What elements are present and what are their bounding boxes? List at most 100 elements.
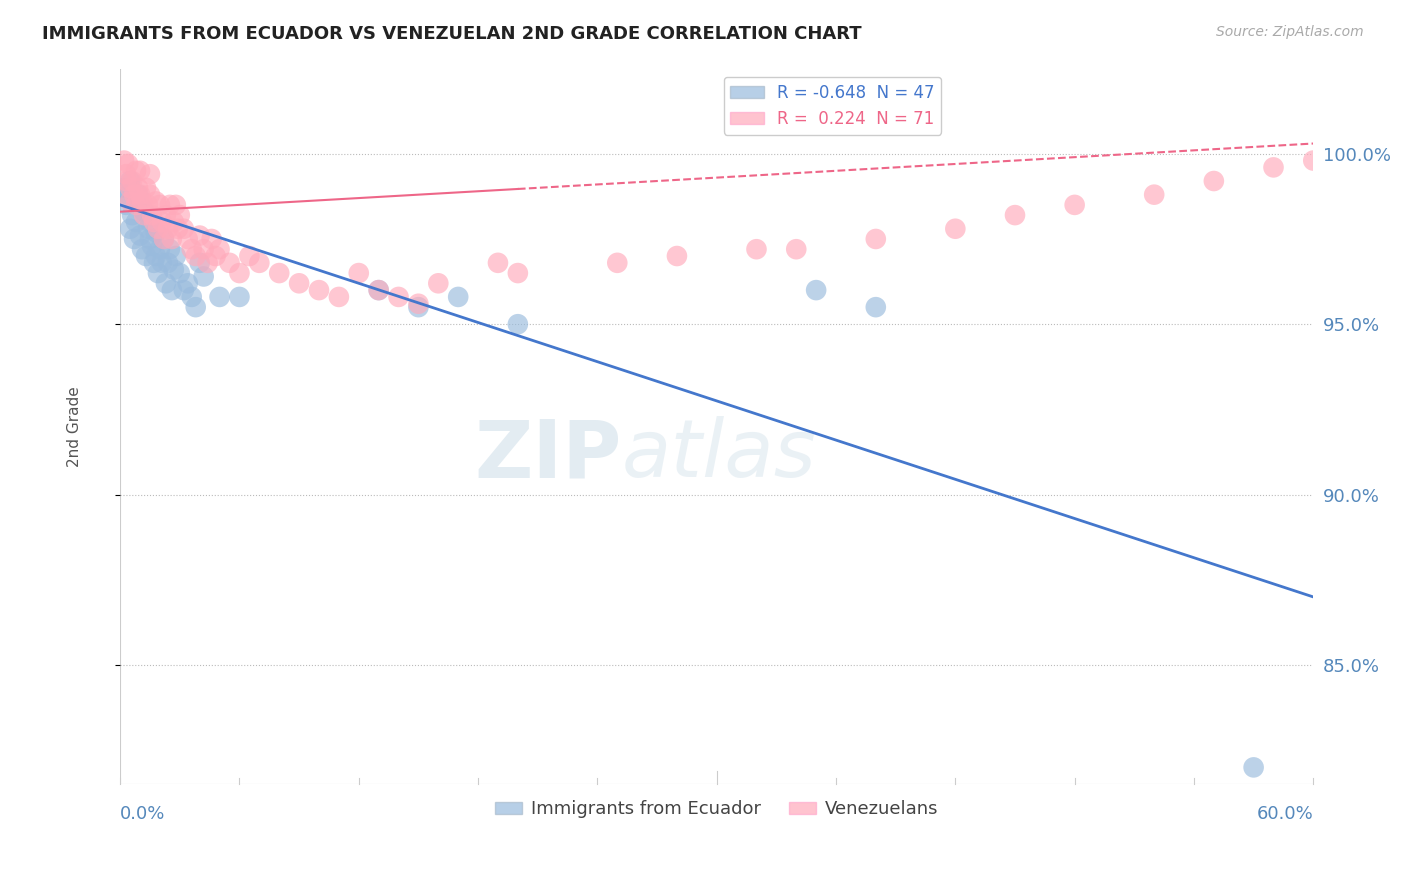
Point — [347, 266, 370, 280]
Point — [308, 283, 330, 297]
Point — [228, 266, 250, 280]
Point — [136, 198, 159, 212]
Point — [135, 181, 157, 195]
Point — [177, 277, 200, 291]
Point — [865, 232, 887, 246]
Point — [184, 249, 207, 263]
Point — [129, 163, 152, 178]
Point — [486, 256, 509, 270]
Point — [180, 290, 202, 304]
Point — [169, 266, 191, 280]
Point — [153, 232, 176, 246]
Point — [121, 174, 143, 188]
Point — [197, 256, 219, 270]
Point — [208, 242, 231, 256]
Point — [155, 208, 177, 222]
Point — [145, 225, 167, 239]
Point — [139, 232, 162, 246]
Point — [188, 228, 211, 243]
Point — [506, 317, 529, 331]
Point — [156, 256, 179, 270]
Text: 0.0%: 0.0% — [120, 805, 166, 823]
Point — [135, 249, 157, 263]
Point — [115, 167, 138, 181]
Point — [606, 256, 628, 270]
Point — [208, 290, 231, 304]
Point — [1302, 153, 1324, 168]
Text: 60.0%: 60.0% — [1257, 805, 1313, 823]
Point — [943, 221, 966, 235]
Text: 2nd Grade: 2nd Grade — [67, 386, 83, 467]
Point — [506, 266, 529, 280]
Point — [166, 221, 188, 235]
Point — [201, 232, 224, 246]
Point — [122, 232, 145, 246]
Point — [163, 262, 186, 277]
Legend: Immigrants from Ecuador, Venezuelans: Immigrants from Ecuador, Venezuelans — [488, 793, 945, 825]
Point — [160, 283, 183, 297]
Text: IMMIGRANTS FROM ECUADOR VS VENEZUELAN 2ND GRADE CORRELATION CHART: IMMIGRANTS FROM ECUADOR VS VENEZUELAN 2N… — [42, 25, 862, 43]
Point — [328, 290, 350, 304]
Point — [141, 208, 163, 222]
Point — [141, 239, 163, 253]
Point — [122, 187, 145, 202]
Point — [112, 153, 135, 168]
Point — [1263, 161, 1285, 175]
Point — [180, 242, 202, 256]
Point — [131, 242, 153, 256]
Point — [184, 300, 207, 314]
Text: ZIP: ZIP — [474, 416, 621, 494]
Point — [127, 181, 149, 195]
Point — [121, 208, 143, 222]
Point — [139, 167, 162, 181]
Point — [149, 198, 172, 212]
Point — [865, 300, 887, 314]
Point — [228, 290, 250, 304]
Point — [129, 187, 152, 202]
Point — [238, 249, 260, 263]
Point — [153, 232, 176, 246]
Point — [1004, 208, 1026, 222]
Point — [132, 204, 155, 219]
Point — [115, 174, 138, 188]
Point — [115, 198, 138, 212]
Point — [150, 215, 173, 229]
Point — [447, 290, 470, 304]
Point — [117, 157, 139, 171]
Point — [160, 232, 183, 246]
Point — [120, 194, 142, 209]
Point — [745, 242, 768, 256]
Point — [125, 163, 148, 178]
Point — [247, 256, 270, 270]
Point — [204, 249, 226, 263]
Point — [127, 187, 149, 202]
Point — [408, 297, 430, 311]
Point — [165, 249, 187, 263]
Point — [1063, 198, 1085, 212]
Point — [177, 232, 200, 246]
Point — [387, 290, 409, 304]
Text: atlas: atlas — [621, 416, 815, 494]
Text: Source: ZipAtlas.com: Source: ZipAtlas.com — [1216, 25, 1364, 39]
Point — [142, 215, 165, 229]
Point — [149, 242, 172, 256]
Point — [155, 277, 177, 291]
Point — [125, 198, 148, 212]
Point — [269, 266, 291, 280]
Point — [112, 181, 135, 195]
Point — [188, 256, 211, 270]
Point — [367, 283, 389, 297]
Point — [427, 277, 450, 291]
Point — [367, 283, 389, 297]
Point — [408, 300, 430, 314]
Point — [132, 208, 155, 222]
Point — [193, 242, 215, 256]
Point — [169, 208, 191, 222]
Point — [163, 215, 186, 229]
Point — [156, 221, 179, 235]
Point — [1202, 174, 1225, 188]
Point — [159, 242, 181, 256]
Point — [804, 283, 827, 297]
Point — [139, 215, 162, 229]
Point — [142, 256, 165, 270]
